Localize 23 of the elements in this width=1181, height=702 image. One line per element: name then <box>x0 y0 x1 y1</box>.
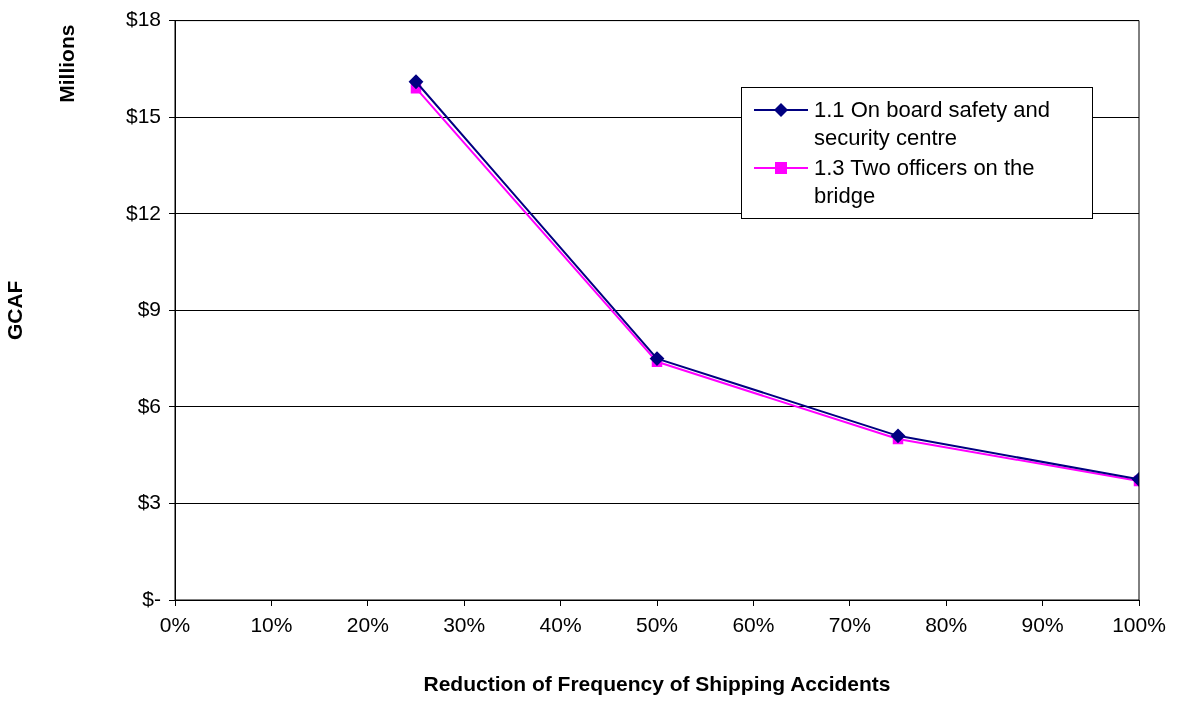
x-tick-label: 30% <box>443 613 486 637</box>
y-tick-label: $3 <box>137 490 161 514</box>
x-tick-label: 60% <box>732 613 775 637</box>
x-tick-label: 100% <box>1112 613 1166 637</box>
x-tick-label: 50% <box>635 613 679 637</box>
y-tick-label: $15 <box>125 103 161 127</box>
y-tick-label: $9 <box>137 297 161 321</box>
x-tick-label: 70% <box>828 613 871 637</box>
x-tick-label: 10% <box>250 613 293 637</box>
x-tick-label: 20% <box>346 613 389 637</box>
legend-label: 1.3 Two officers on the bridge <box>814 153 1036 210</box>
y-tick-label: $12 <box>125 200 161 224</box>
y-axis-title: GCAF <box>3 280 27 341</box>
x-tick-label: 0% <box>159 613 191 637</box>
y-tick-label: $- <box>142 586 161 610</box>
y-tick-label: $6 <box>137 393 161 417</box>
legend-label: 1.1 On board safety and security centre <box>814 95 1052 152</box>
y-tick-label: $18 <box>125 7 161 31</box>
x-tick-label: 90% <box>1021 613 1064 637</box>
x-tick-label: 80% <box>925 613 968 637</box>
text: Millions <box>54 24 78 103</box>
x-tick-label: 40% <box>539 613 582 637</box>
x-axis-title: Reduction of Frequency of Shipping Accidents <box>423 672 891 696</box>
